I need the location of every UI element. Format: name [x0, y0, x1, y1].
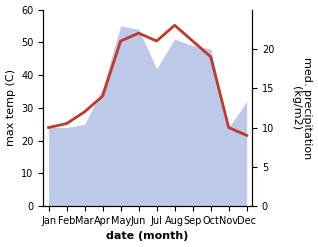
- X-axis label: date (month): date (month): [107, 231, 189, 242]
- Y-axis label: med. precipitation
(kg/m2): med. precipitation (kg/m2): [291, 57, 313, 159]
- Y-axis label: max temp (C): max temp (C): [5, 69, 16, 146]
